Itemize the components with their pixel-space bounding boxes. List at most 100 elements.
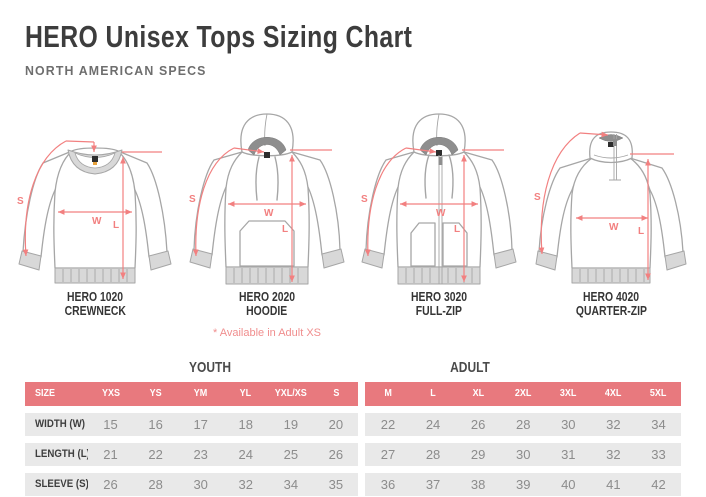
brand-tag-icon — [608, 142, 614, 147]
product-model: HERO 4020 — [582, 289, 640, 304]
svg-text:W: W — [264, 208, 274, 219]
value-cell: 38 — [455, 473, 501, 496]
value-cell: 40 — [545, 473, 591, 496]
crewneck-diagram: S W L — [17, 140, 172, 284]
value-cell: 28 — [410, 443, 456, 466]
header-cell: 5XL — [635, 382, 681, 406]
torso — [53, 147, 137, 269]
value-cell: 34 — [635, 413, 681, 436]
header-cell: 4XL — [590, 382, 636, 406]
length-measure-arrow: L — [454, 149, 504, 282]
section-gap — [358, 382, 366, 406]
product-caption: HERO 4020 QUARTER-ZIP — [526, 290, 696, 318]
product-style: CREWNECK — [64, 303, 126, 318]
product-model: HERO 3020 — [410, 289, 468, 304]
row-label: WIDTH (W) — [25, 413, 88, 436]
sleeve-measure-arrow: S — [189, 147, 265, 257]
value-cell: 35 — [313, 473, 359, 496]
row-label: LENGTH (L) — [25, 443, 88, 466]
sleeve-measure-arrow: S — [534, 131, 609, 255]
hem-band — [571, 267, 651, 284]
right-cuff — [664, 250, 687, 271]
brand-tag-icon — [92, 156, 98, 162]
product-style: QUARTER-ZIP — [575, 303, 647, 318]
value-cell: 21 — [88, 443, 134, 466]
header-cell: YM — [178, 382, 224, 406]
value-cell: 34 — [268, 473, 314, 496]
product-figure-fullzip: S W L HERO 3020 FULL-ZIP — [354, 100, 524, 339]
svg-text:S: S — [361, 194, 368, 205]
availability-note: * Available in Adult XS — [212, 327, 322, 339]
value-cell: 32 — [590, 443, 636, 466]
value-cell: 18 — [223, 413, 269, 436]
header-cell: YS — [133, 382, 179, 406]
drawstrings — [424, 154, 454, 199]
value-cell: 30 — [178, 473, 224, 496]
header-cell: XL — [455, 382, 501, 406]
page-subtitle: NORTH AMERICAN SPECS — [25, 63, 207, 78]
product-figure-hoodie: S W L HERO 2020 HOODIE * Available in Ad… — [182, 100, 352, 339]
value-cell: 24 — [410, 413, 456, 436]
hem-band — [225, 266, 309, 285]
product-figure-crewneck: S W L HERO 1020 CREWNECK — [10, 100, 180, 339]
page-title: HERO Unisex Tops Sizing Chart — [25, 19, 413, 54]
value-cell: 28 — [133, 473, 179, 496]
value-cell: 36 — [365, 473, 411, 496]
product-caption: HERO 3020 FULL-ZIP — [354, 290, 524, 318]
product-style: HOODIE — [246, 303, 288, 318]
value-cell: 41 — [590, 473, 636, 496]
value-cell: 15 — [88, 413, 134, 436]
value-cell: 32 — [223, 473, 269, 496]
table-row-length: LENGTH (L) 21 22 23 24 25 26 27 28 29 30… — [25, 443, 681, 466]
svg-text:W: W — [436, 208, 446, 219]
section-gap — [358, 473, 366, 496]
brand-tag-icon — [436, 150, 442, 156]
svg-text:L: L — [282, 224, 288, 235]
product-figures: S W L HERO 1020 CREWNECK — [10, 100, 696, 339]
sleeve-measure-arrow: S — [361, 147, 437, 257]
sleeve-measure-arrow: S — [17, 140, 97, 257]
header-cell: 3XL — [545, 382, 591, 406]
right-pocket — [442, 222, 468, 267]
header-cell-size: SIZE — [25, 382, 88, 406]
value-cell: 42 — [635, 473, 681, 496]
svg-text:S: S — [189, 194, 196, 205]
svg-text:L: L — [113, 220, 119, 231]
value-cell: 20 — [313, 413, 359, 436]
hoodie-diagram: S W L — [189, 113, 345, 285]
right-cuff — [321, 248, 345, 269]
zipper — [438, 155, 443, 284]
group-label-youth: YOUTH — [189, 359, 231, 376]
length-measure-arrow: L — [630, 153, 674, 280]
svg-text:W: W — [609, 222, 619, 233]
header-cell: YL — [223, 382, 269, 406]
length-measure-arrow: L — [113, 151, 162, 279]
value-cell: 26 — [88, 473, 134, 496]
header-cell: L — [410, 382, 456, 406]
product-figure-quarterzip: S W L HERO 4020 QUARTER-ZIP — [526, 100, 696, 339]
zipper-pull-icon — [613, 139, 617, 146]
left-cuff — [535, 250, 558, 271]
right-cuff — [148, 250, 172, 271]
value-cell: 25 — [268, 443, 314, 466]
svg-text:L: L — [454, 224, 460, 235]
size-header-row: SIZE YXS YS YM YL YXL/XS S M L XL 2XL 3X… — [25, 382, 681, 406]
size-group-row: YOUTH ADULT — [25, 356, 681, 382]
drawstrings — [255, 156, 279, 201]
value-cell: 23 — [178, 443, 224, 466]
size-table: YOUTH ADULT SIZE YXS YS YM YL YXL/XS S M… — [25, 356, 681, 496]
product-style: FULL-ZIP — [415, 303, 463, 318]
value-cell: 22 — [133, 443, 179, 466]
value-cell: 27 — [365, 443, 411, 466]
value-cell: 26 — [313, 443, 359, 466]
value-cell: 31 — [545, 443, 591, 466]
zipper-pull-icon — [438, 157, 443, 165]
value-cell: 19 — [268, 413, 314, 436]
header-cell: M — [365, 382, 411, 406]
brand-tag-icon — [264, 152, 270, 158]
product-caption: HERO 1020 CREWNECK — [10, 290, 180, 318]
quarterzip-diagram: S W L — [534, 131, 687, 284]
header-cell: YXS — [88, 382, 134, 406]
product-caption: HERO 2020 HOODIE — [182, 290, 352, 318]
